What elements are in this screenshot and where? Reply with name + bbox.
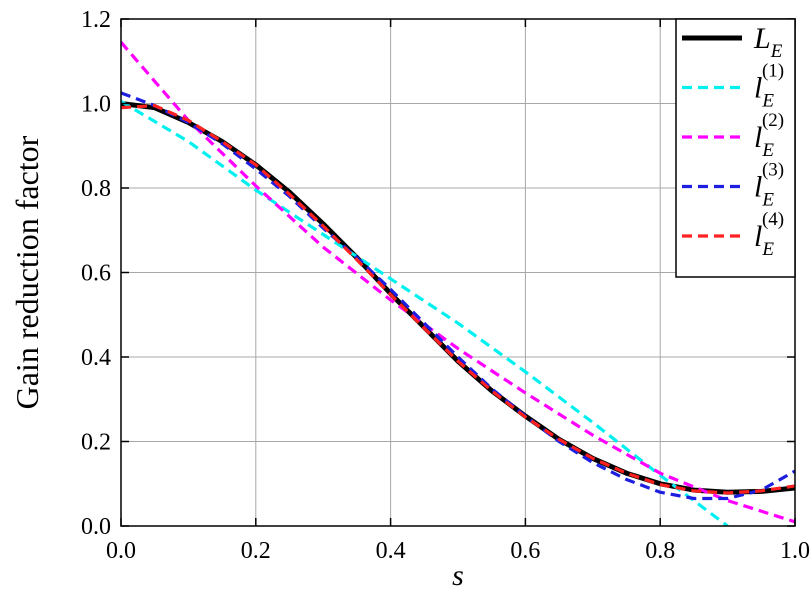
y-tick-label: 0.0 bbox=[81, 514, 111, 540]
x-tick-label: 0.4 bbox=[376, 538, 406, 564]
y-tick-label: 0.6 bbox=[81, 261, 111, 287]
legend-box bbox=[675, 18, 796, 278]
legend-label: LE bbox=[753, 22, 783, 62]
tick-labels: 0.0 0.2 0.4 0.6 0.8 1.0 0.0 0.2 0.4 0.6 0.8 1.0 1.2 bbox=[81, 7, 810, 564]
y-tick-label: 1.2 bbox=[81, 7, 111, 33]
x-tick-label: 0.0 bbox=[106, 538, 136, 564]
y-tick-label: 1.0 bbox=[81, 92, 111, 118]
x-tick-label: 1.0 bbox=[780, 538, 810, 564]
y-axis-title: Gain reduction factor bbox=[9, 135, 45, 409]
y-tick-label: 0.8 bbox=[81, 176, 111, 202]
series-layer bbox=[121, 41, 795, 526]
legend-label: lE(4) bbox=[754, 209, 784, 260]
legend-label: lE(2) bbox=[754, 110, 784, 161]
x-tick-label: 0.8 bbox=[645, 538, 675, 564]
x-tick-label: 0.2 bbox=[241, 538, 271, 564]
legend-label: lE(3) bbox=[754, 160, 784, 211]
x-tick-label: 0.6 bbox=[510, 538, 540, 564]
x-axis-title: s bbox=[452, 559, 464, 590]
legend-label: lE(1) bbox=[754, 61, 784, 112]
series-line-3 bbox=[121, 41, 795, 524]
series-line-5 bbox=[121, 103, 795, 495]
y-tick-label: 0.4 bbox=[81, 345, 111, 371]
series-line-2 bbox=[121, 100, 729, 526]
y-tick-label: 0.2 bbox=[81, 430, 111, 456]
